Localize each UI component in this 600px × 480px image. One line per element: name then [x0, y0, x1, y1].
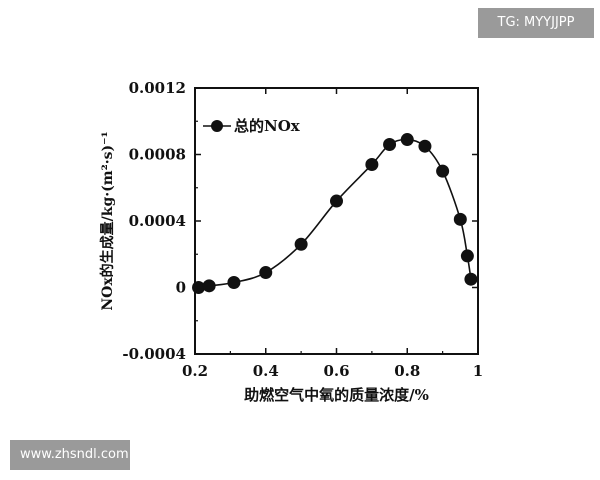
data-point	[202, 279, 216, 293]
x-tick-label: 0.6	[323, 362, 349, 380]
tick-labels: 0.2 0.4 0.6 0.8 1 -0.0004 0 0.0004 0.0008 0.0012	[122, 79, 483, 380]
data-points	[192, 133, 478, 294]
y-tick-label: 0	[176, 279, 186, 297]
data-point	[400, 133, 414, 147]
x-tick-label: 0.2	[182, 362, 208, 380]
y-axis-label: NOx的生成量/kg·(m²·s)⁻¹	[99, 131, 116, 310]
x-tick-label: 0.4	[253, 362, 279, 380]
data-point	[294, 237, 308, 251]
series-line	[198, 138, 472, 289]
legend-label: 总的NOx	[234, 117, 301, 135]
data-point	[330, 194, 343, 208]
y-tick-label: -0.0004	[122, 345, 186, 363]
data-point	[453, 212, 467, 226]
data-point	[227, 276, 241, 290]
data-point	[383, 138, 397, 152]
data-point	[436, 164, 450, 178]
x-tick-label: 1	[473, 362, 483, 380]
x-tick-label: 0.8	[394, 362, 420, 380]
data-point	[192, 281, 206, 294]
y-tick-label: 0.0004	[129, 212, 186, 230]
y-tick-label: 0.0012	[129, 79, 186, 97]
legend-marker	[211, 120, 223, 132]
data-point	[418, 139, 432, 153]
legend: 总的NOx	[203, 117, 301, 135]
watermark-bottom-left: www.zhsndl.com	[10, 440, 130, 470]
axis-ticks	[194, 87, 479, 355]
data-point	[464, 272, 478, 286]
data-point	[365, 157, 379, 171]
data-point	[259, 266, 273, 280]
data-point	[460, 249, 474, 263]
x-axis-label: 助燃空气中氧的质量浓度/%	[244, 386, 429, 404]
watermark-top-right: TG: MYYJJPP	[478, 8, 594, 38]
y-tick-label: 0.0008	[129, 146, 186, 164]
